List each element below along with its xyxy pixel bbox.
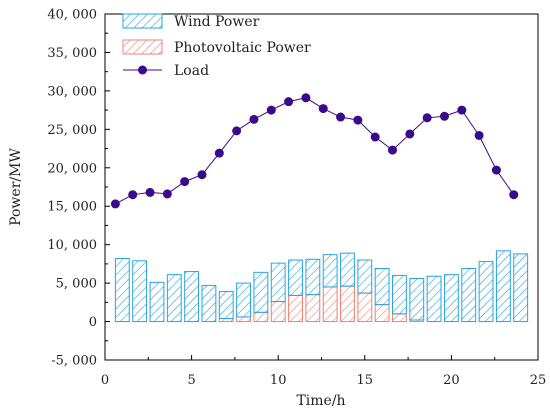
- load-line: [115, 97, 515, 205]
- bar-wind-power: [236, 282, 251, 318]
- load-point: [422, 113, 432, 123]
- bar-wind-power: [288, 259, 303, 296]
- x-tick-label: 25: [530, 373, 547, 388]
- legend-swatch-photovoltaic-power: [122, 39, 163, 55]
- load-point: [388, 145, 398, 155]
- bar-wind-power: [322, 254, 338, 288]
- bar-wind-power: [270, 262, 286, 303]
- legend-swatch-load-marker: [138, 65, 147, 75]
- x-axis-label: Time/h: [296, 393, 345, 409]
- load-point: [318, 104, 328, 114]
- x-tick-label: 5: [187, 373, 195, 388]
- bar-photovoltaic-power: [357, 292, 373, 323]
- bar-wind-power: [409, 277, 425, 321]
- y-tick-label: 5, 000: [56, 277, 97, 292]
- legend-label-wind-power: Wind Power: [174, 14, 260, 30]
- bar-wind-power: [305, 258, 321, 296]
- bar-wind-power: [149, 281, 165, 323]
- plot-area: [104, 13, 539, 361]
- bar-wind-power: [392, 274, 407, 315]
- bar-photovoltaic-power: [322, 286, 338, 323]
- bar-wind-power: [495, 250, 511, 323]
- load-point: [301, 93, 311, 103]
- load-point: [162, 189, 172, 199]
- bar-wind-power: [374, 268, 390, 306]
- bar-wind-power: [443, 274, 459, 323]
- bar-wind-power: [253, 271, 269, 313]
- load-point: [128, 190, 138, 200]
- bar-wind-power: [166, 274, 182, 323]
- y-axis-label: Power/MW: [8, 148, 24, 226]
- bar-wind-power: [114, 258, 130, 323]
- legend: Wind Power Photovoltaic Power Load: [122, 13, 311, 79]
- y-tick-label: 0: [89, 315, 97, 330]
- x-axis: 0 5 10 15 20 25: [101, 355, 546, 388]
- load-point: [405, 129, 415, 139]
- y-tick-label: 10, 000: [47, 238, 97, 253]
- load-point: [370, 132, 380, 142]
- bar-wind-power: [340, 252, 355, 287]
- bar-photovoltaic-power: [305, 294, 321, 323]
- load-point: [110, 199, 120, 209]
- x-tick-label: 0: [101, 373, 109, 388]
- legend-label-load: Load: [174, 63, 209, 79]
- load-point: [353, 115, 363, 125]
- load-point: [214, 148, 224, 158]
- load-point: [457, 105, 467, 115]
- legend-label-photovoltaic-power: Photovoltaic Power: [174, 40, 311, 56]
- load-point: [509, 190, 519, 200]
- bar-group: [114, 250, 529, 323]
- load-point: [491, 165, 501, 175]
- load-point: [439, 111, 449, 121]
- load-point: [232, 126, 242, 136]
- x-tick-label: 20: [443, 373, 460, 388]
- load-point: [180, 177, 190, 187]
- load-point: [474, 130, 484, 140]
- x-tick-label: 10: [270, 373, 287, 388]
- y-tick-label: 20, 000: [47, 161, 97, 176]
- bar-wind-power: [201, 284, 217, 323]
- bar-photovoltaic-power: [288, 294, 303, 323]
- bar-wind-power: [426, 275, 442, 323]
- legend-swatch-wind-power: [122, 13, 163, 29]
- bar-photovoltaic-power: [392, 313, 407, 323]
- y-axis: -5, 000 0 5, 000 10, 000 15, 000 20, 000 25, 0…: [47, 8, 110, 369]
- bar-photovoltaic-power: [236, 316, 251, 323]
- load-point: [145, 187, 155, 197]
- bar-photovoltaic-power: [340, 285, 355, 323]
- bar-wind-power: [218, 291, 234, 319]
- y-tick-label: -5, 000: [51, 354, 97, 369]
- bar-photovoltaic-power: [253, 311, 269, 323]
- load-point: [336, 112, 346, 122]
- bar-wind-power: [132, 260, 148, 323]
- bar-wind-power: [357, 259, 373, 294]
- y-tick-label: 30, 000: [47, 84, 97, 99]
- bar-wind-power: [513, 253, 529, 323]
- y-tick-label: 40, 000: [47, 8, 97, 23]
- load-point: [197, 170, 207, 180]
- y-tick-label: 35, 000: [47, 46, 97, 61]
- bar-wind-power: [478, 261, 494, 323]
- bar-wind-power: [184, 271, 200, 323]
- y-tick-label: 15, 000: [47, 200, 97, 215]
- load-point: [266, 105, 276, 115]
- bar-photovoltaic-power: [374, 304, 390, 323]
- bar-photovoltaic-power: [270, 301, 286, 323]
- x-tick-label: 15: [357, 373, 374, 388]
- load-point: [249, 114, 259, 124]
- bar-wind-power: [461, 268, 477, 323]
- load-series: [110, 93, 519, 209]
- load-point: [284, 97, 294, 107]
- y-tick-label: 25, 000: [47, 123, 97, 138]
